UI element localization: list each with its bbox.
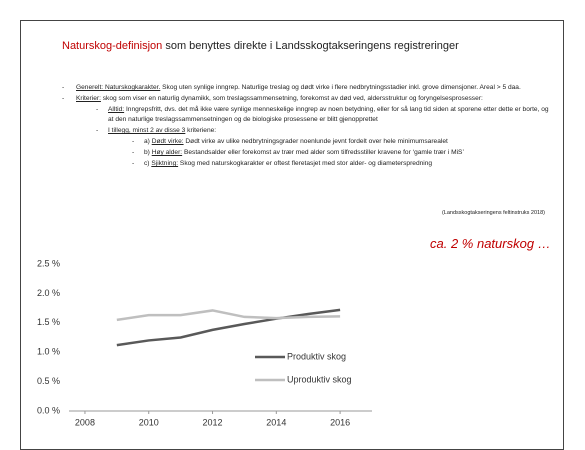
x-tick-label: 2008 xyxy=(75,417,95,427)
bullet-item: c) Sjiktning: Skog med naturskogkarakter… xyxy=(62,159,550,169)
item-label: Dødt virke: xyxy=(151,138,184,145)
item-label: Høy alder: xyxy=(151,149,183,156)
item-text: Dødt virke av ulike nedbrytningsgrader n… xyxy=(183,138,448,145)
source-note: (Landsskogtakseringens feltinstruks 2018… xyxy=(441,210,545,216)
bullet-item: b) Høy alder: Bestandsalder eller foreko… xyxy=(62,148,550,158)
x-tick-label: 2016 xyxy=(330,417,350,427)
slide-title: Naturskog-definisjon som benyttes direkt… xyxy=(62,40,459,52)
title-highlight: Naturskog-definisjon xyxy=(62,40,163,52)
legend-label: Produktiv skog xyxy=(287,351,346,361)
item-prefix: c) xyxy=(144,160,152,167)
page: Naturskog-definisjon som benyttes direkt… xyxy=(0,0,585,438)
item-prefix: b) xyxy=(144,149,152,156)
item-label: Sjiktning: xyxy=(151,160,179,167)
bullet-list: Generelt: Naturskogkarakter. Skog uten s… xyxy=(62,83,550,170)
item-text: Skog uten synlige inngrep. Naturlige tre… xyxy=(160,84,521,91)
item-text: Skog med naturskogkarakter er oftest fle… xyxy=(178,160,433,167)
series-line xyxy=(116,309,341,322)
x-tick-label: 2014 xyxy=(266,417,286,427)
bullet-item: Generelt: Naturskogkarakter. Skog uten s… xyxy=(62,83,550,93)
item-text: Inngrepsfritt, dvs. det må ikke være syn… xyxy=(108,106,549,123)
y-tick-label: 2.0 % xyxy=(37,288,60,298)
item-text: kriteriene: xyxy=(185,127,217,134)
item-label: I tillegg, minst 2 av disse 3 xyxy=(108,127,186,134)
bullet-item: Kriterier: skog som viser en naturlig dy… xyxy=(62,94,550,104)
bullet-item: Alltid: Inngrepsfritt, dvs. det må ikke … xyxy=(62,105,550,125)
legend-label: Uproduktiv skog xyxy=(287,374,352,384)
chart: 0.0 % 0.5 % 1.0 % 1.5 % 2.0 % 2.5 % 2008 2010 20… xyxy=(37,258,372,427)
series-line xyxy=(116,308,341,347)
bullet-item: I tillegg, minst 2 av disse 3 kriteriene… xyxy=(62,126,550,136)
y-tick-label: 2.5 % xyxy=(37,258,60,268)
item-label: Alltid: xyxy=(108,106,125,113)
item-label: Generelt: Naturskogkarakter. xyxy=(76,84,161,91)
bullet-item: a) Dødt virke: Dødt virke av ulike nedbr… xyxy=(62,137,550,147)
annotation: ca. 2 % naturskog … xyxy=(430,236,551,251)
item-text: Bestandsalder eller forekomst av trær me… xyxy=(182,149,464,156)
y-tick-label: 0.0 % xyxy=(37,405,60,415)
title-rest: som benyttes direkte i Landsskogtakserin… xyxy=(162,40,459,52)
x-tick-label: 2010 xyxy=(139,417,159,427)
item-prefix: a) xyxy=(144,138,152,145)
item-text: skog som viser en naturlig dynamikk, som… xyxy=(100,95,483,102)
y-tick-label: 1.0 % xyxy=(37,347,60,357)
y-tick-label: 0.5 % xyxy=(37,376,60,386)
y-tick-label: 1.5 % xyxy=(37,317,60,327)
x-tick-label: 2012 xyxy=(203,417,223,427)
item-label: Kriterier: xyxy=(76,95,101,102)
